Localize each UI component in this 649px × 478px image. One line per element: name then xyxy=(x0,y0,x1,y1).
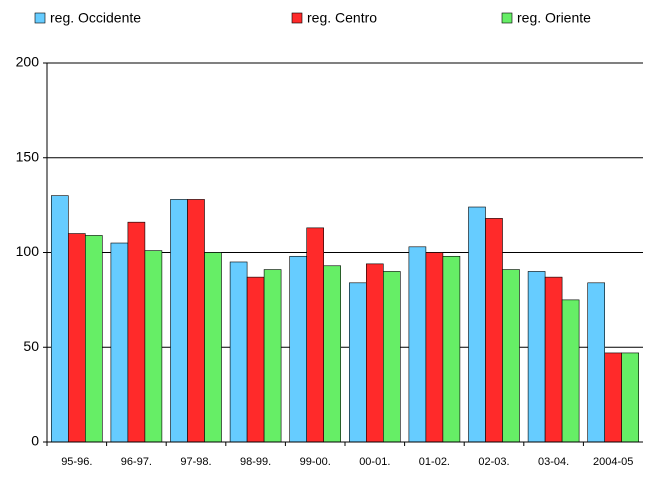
x-tick-label: 03-04. xyxy=(538,456,569,468)
bar xyxy=(408,246,427,443)
bar xyxy=(263,269,282,443)
bar xyxy=(502,269,520,443)
y-tick-label: 200 xyxy=(16,54,40,70)
legend-label: reg. Centro xyxy=(307,10,377,26)
bar xyxy=(604,352,623,443)
y-tick-label: 100 xyxy=(16,243,40,259)
bar xyxy=(68,233,86,443)
bar xyxy=(187,199,205,443)
legend-swatch xyxy=(34,12,46,24)
bar xyxy=(621,352,640,443)
x-tick-label: 00-01. xyxy=(359,456,390,468)
bar xyxy=(110,242,129,443)
bar xyxy=(382,271,401,443)
y-tick-label: 150 xyxy=(16,148,40,164)
legend-label: reg. Oriente xyxy=(517,10,591,26)
bar xyxy=(442,255,461,443)
legend-swatch xyxy=(501,12,513,24)
bar xyxy=(561,299,580,443)
x-tick-label: 01-02. xyxy=(419,456,450,468)
bar xyxy=(323,265,342,443)
x-tick-label: 2004-05 xyxy=(593,456,633,468)
x-tick-label: 98-99. xyxy=(240,456,271,468)
x-tick-label: 96-97. xyxy=(121,456,152,468)
bar xyxy=(170,199,188,443)
legend-swatch xyxy=(291,12,303,24)
bar xyxy=(204,252,222,443)
bar xyxy=(144,250,163,443)
bar xyxy=(527,271,546,443)
bar xyxy=(587,282,606,443)
bar xyxy=(348,282,367,443)
x-tick-label: 95-96. xyxy=(61,456,92,468)
bar xyxy=(365,263,384,443)
y-tick-label: 0 xyxy=(31,433,39,449)
bar xyxy=(544,276,563,443)
legend-label: reg. Occidente xyxy=(50,10,141,26)
bar xyxy=(85,235,103,443)
x-tick-label: 99-00. xyxy=(300,456,331,468)
bar xyxy=(306,227,325,443)
bar xyxy=(289,255,308,443)
y-tick-label: 50 xyxy=(23,338,39,354)
x-tick-label: 97-98. xyxy=(180,456,211,468)
bar xyxy=(485,218,503,443)
x-tick-label: 02-03. xyxy=(478,456,509,468)
bar xyxy=(229,261,248,443)
bar xyxy=(50,195,69,443)
bar xyxy=(246,276,265,443)
bar xyxy=(127,221,146,443)
bar xyxy=(468,206,486,443)
bar xyxy=(425,252,444,443)
